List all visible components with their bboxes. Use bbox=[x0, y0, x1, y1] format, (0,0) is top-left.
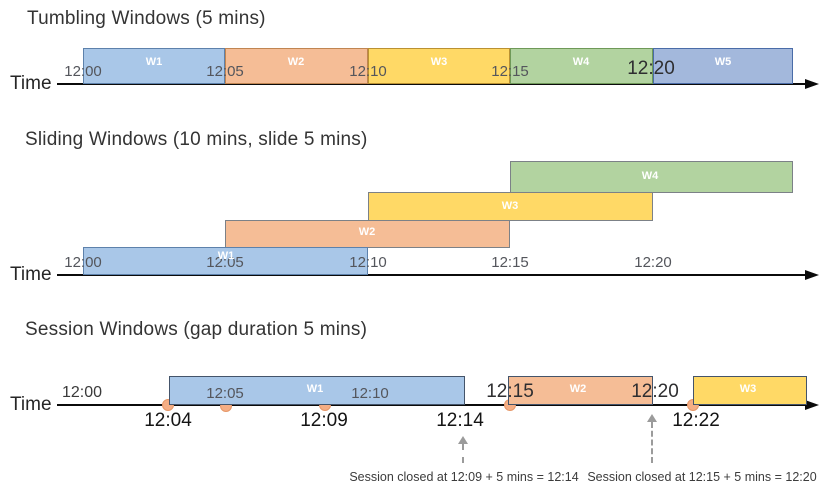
session-close-arrow-left-line bbox=[462, 444, 464, 463]
session-window-w1-bar bbox=[169, 376, 465, 405]
tumbling-tick-1220: 12:20 bbox=[627, 58, 675, 79]
tumbling-window-w1-label: W1 bbox=[145, 56, 163, 68]
sliding-window-w3-label: W3 bbox=[501, 200, 519, 212]
tumbling-window-w4-bar bbox=[510, 48, 653, 84]
tumbling-window-w3-label: W3 bbox=[430, 56, 448, 68]
tumbling-time-axis bbox=[57, 83, 806, 85]
tumbling-window-w4-label: W4 bbox=[572, 56, 590, 68]
tumbling-window-w2-bar bbox=[225, 48, 368, 84]
session-time-axis bbox=[57, 404, 806, 406]
sliding-tick-1205: 12:05 bbox=[206, 254, 244, 271]
event-time-label-1209: 12:09 bbox=[300, 410, 348, 431]
session-tick-1210: 12:10 bbox=[351, 385, 389, 402]
sliding-window-w4-bar bbox=[510, 161, 793, 193]
tumbling-window-w5-bar bbox=[653, 48, 793, 84]
tumbling-window-w5-label: W5 bbox=[714, 56, 732, 68]
session-tick-1200: 12:00 bbox=[61, 384, 103, 401]
sliding-window-w4-label: W4 bbox=[641, 170, 659, 182]
tumbling-window-w2-label: W2 bbox=[287, 56, 305, 68]
session-title: Session Windows (gap duration 5 mins) bbox=[25, 319, 368, 340]
sliding-window-w1-label: W1 bbox=[217, 250, 235, 262]
sliding-window-w3-bar bbox=[368, 192, 653, 221]
tumbling-window-w3-bar bbox=[368, 48, 510, 84]
session-tick-1205: 12:05 bbox=[206, 385, 244, 402]
sliding-tick-1210: 12:10 bbox=[349, 254, 387, 271]
session-window-w2-bar bbox=[508, 376, 653, 405]
sliding-axis-arrowhead-icon bbox=[805, 270, 819, 280]
sliding-window-w2-bar bbox=[225, 220, 510, 248]
event-time-label-1204: 12:04 bbox=[144, 410, 192, 431]
tumbling-window-w1-bar bbox=[83, 48, 225, 84]
sliding-tick-1220: 12:20 bbox=[634, 254, 672, 271]
tumbling-tick-1210: 12:10 bbox=[349, 63, 387, 80]
sliding-window-w2-label: W2 bbox=[358, 226, 376, 238]
session-close-annotation-left: Session closed at 12:09 + 5 mins = 12:14 bbox=[349, 470, 579, 484]
sliding-time-axis bbox=[57, 274, 806, 276]
tumbling-time-axis-label: Time bbox=[10, 73, 52, 94]
session-window-w1-label: W1 bbox=[306, 383, 324, 395]
sliding-window-w1-bar bbox=[83, 247, 368, 275]
event-time-label-1222: 12:22 bbox=[672, 410, 720, 431]
session-window-w3-label: W3 bbox=[739, 383, 757, 395]
session-tick-1215: 12:15 bbox=[486, 381, 534, 402]
tumbling-title: Tumbling Windows (5 mins) bbox=[27, 8, 266, 29]
tumbling-tick-1200: 12:00 bbox=[64, 63, 102, 80]
tumbling-tick-1205: 12:05 bbox=[206, 63, 244, 80]
session-close-arrow-right-line bbox=[651, 422, 653, 463]
session-window-w2-label: W2 bbox=[569, 383, 587, 395]
session-close-arrow-left-icon bbox=[458, 436, 468, 444]
sliding-tick-1215: 12:15 bbox=[491, 254, 529, 271]
session-close-arrow-right-icon bbox=[647, 414, 657, 422]
event-time-label-1214: 12:14 bbox=[436, 410, 484, 431]
session-window-w3-bar bbox=[693, 376, 807, 405]
session-time-axis-label: Time bbox=[10, 394, 52, 415]
session-tick-1220: 12:20 bbox=[631, 381, 679, 402]
tumbling-axis-arrowhead-icon bbox=[805, 79, 819, 89]
sliding-title: Sliding Windows (10 mins, slide 5 mins) bbox=[25, 129, 368, 150]
sliding-tick-1200: 12:00 bbox=[64, 254, 102, 271]
session-axis-arrowhead-icon bbox=[805, 400, 819, 410]
sliding-time-axis-label: Time bbox=[10, 264, 52, 285]
tumbling-tick-1215: 12:15 bbox=[491, 63, 529, 80]
session-close-annotation-right: Session closed at 12:15 + 5 mins = 12:20 bbox=[587, 470, 817, 484]
